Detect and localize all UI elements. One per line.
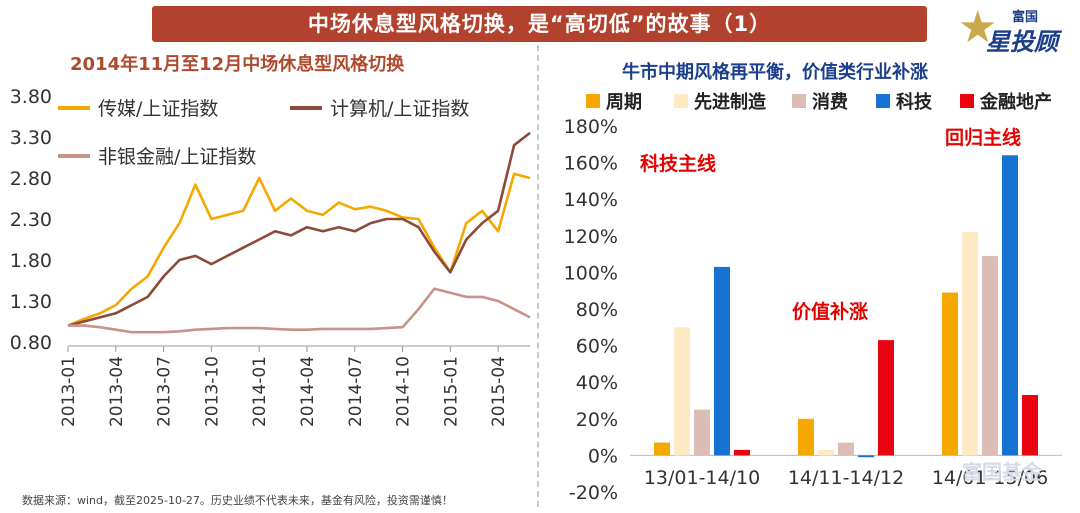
x-category-label: 14/01-15/06 [932, 467, 1048, 489]
watermark: 富国基金 [962, 460, 1042, 484]
bar [798, 418, 814, 456]
bar [858, 455, 874, 458]
bar [734, 449, 750, 456]
bar [818, 449, 834, 456]
legend-label: 科技 [896, 91, 933, 113]
y-tick-label: 160% [564, 153, 618, 175]
bar [982, 255, 998, 456]
y-tick-label: 60% [576, 336, 618, 358]
x-category-label: 13/01-14/10 [644, 467, 760, 489]
bar [962, 232, 978, 456]
right-chart-title: 牛市中期风格再平衡，价值类行业补涨 [622, 62, 928, 83]
x-tick-label: 2013-10 [202, 356, 222, 427]
legend-label: 非银金融/上证指数 [98, 146, 256, 168]
x-tick-label: 2013-04 [107, 356, 127, 427]
legend-swatch [792, 94, 806, 108]
y-tick-label: 180% [564, 116, 618, 138]
panel-divider [537, 45, 539, 507]
y-tick-label: 80% [576, 299, 618, 321]
bar [878, 340, 894, 456]
legend-label: 传媒/上证指数 [98, 98, 218, 120]
legend-swatch [586, 94, 600, 108]
y-tick-label: 3.80 [10, 86, 52, 108]
y-tick-label: 100% [564, 262, 618, 284]
bar [942, 292, 958, 456]
y-tick-label: 0.80 [10, 332, 52, 354]
x-tick-label: 2015-04 [489, 356, 509, 427]
line-chart: 0.80 1.30 1.80 2.30 2.80 3.30 3.80 2013-01 2013-… [10, 86, 531, 427]
footnote: 数据来源：wind，截至2025-10-27。历史业绩不代表未来，基金有风险，投… [22, 494, 453, 507]
annotation-label: 科技主线 [640, 152, 716, 175]
legend-swatch [674, 94, 688, 108]
bar [1022, 395, 1038, 456]
y-tick-label: 140% [564, 189, 618, 211]
left-chart-title: 2014年11月至12月中场休息型风格切换 [70, 54, 405, 75]
legend-label: 金融地产 [979, 91, 1052, 113]
x-tick-label: 2013-07 [155, 356, 175, 427]
legend-swatch [876, 94, 890, 108]
y-tick-label: 120% [564, 226, 618, 248]
annotation-label: 回归主线 [945, 126, 1021, 149]
legend-label: 消费 [812, 91, 848, 113]
bar [838, 442, 854, 456]
bar-chart: -20% 0% 20% 40% 60% 80% 100% 120% 140% 160% 180% 13… [564, 91, 1062, 504]
y-tick-label: 0% [588, 445, 618, 467]
legend-label: 计算机/上证指数 [330, 98, 469, 120]
logo-bottom-text: 星投顾 [986, 28, 1058, 56]
series-line [68, 287, 531, 334]
y-tick-label: 2.80 [10, 168, 52, 190]
logo-top-text: 富国 [1012, 10, 1039, 25]
bar [674, 327, 690, 456]
annotation-label: 价值补涨 [792, 300, 868, 323]
bar [654, 442, 670, 456]
x-tick-label: 2014-04 [298, 356, 318, 427]
bar [694, 409, 710, 456]
series-line [67, 131, 531, 327]
x-category-label: 14/11-14/12 [788, 467, 904, 489]
banner-title: 中场休息型风格切换，是“高切低”的故事（1） [152, 6, 927, 42]
y-tick-label: -20% [569, 482, 618, 504]
x-tick-label: 2013-01 [59, 356, 79, 427]
y-tick-label: 40% [576, 372, 618, 394]
bar [1002, 155, 1018, 456]
legend-label: 先进制造 [694, 91, 766, 113]
star-icon: ★ [958, 2, 998, 53]
y-tick-label: 20% [576, 409, 618, 431]
brand-logo: ★ 富国 星投顾 [958, 2, 1074, 57]
x-tick-label: 2014-10 [394, 356, 414, 427]
y-tick-label: 1.30 [10, 291, 52, 313]
legend-swatch [960, 94, 974, 108]
y-tick-label: 2.30 [10, 209, 52, 231]
x-tick-label: 2015-01 [441, 356, 461, 427]
bar [714, 266, 730, 456]
y-tick-label: 3.30 [10, 127, 52, 149]
x-tick-label: 2014-01 [250, 356, 270, 427]
x-tick-label: 2014-07 [346, 356, 366, 427]
y-tick-label: 1.80 [10, 250, 52, 272]
legend-label: 周期 [606, 92, 642, 113]
